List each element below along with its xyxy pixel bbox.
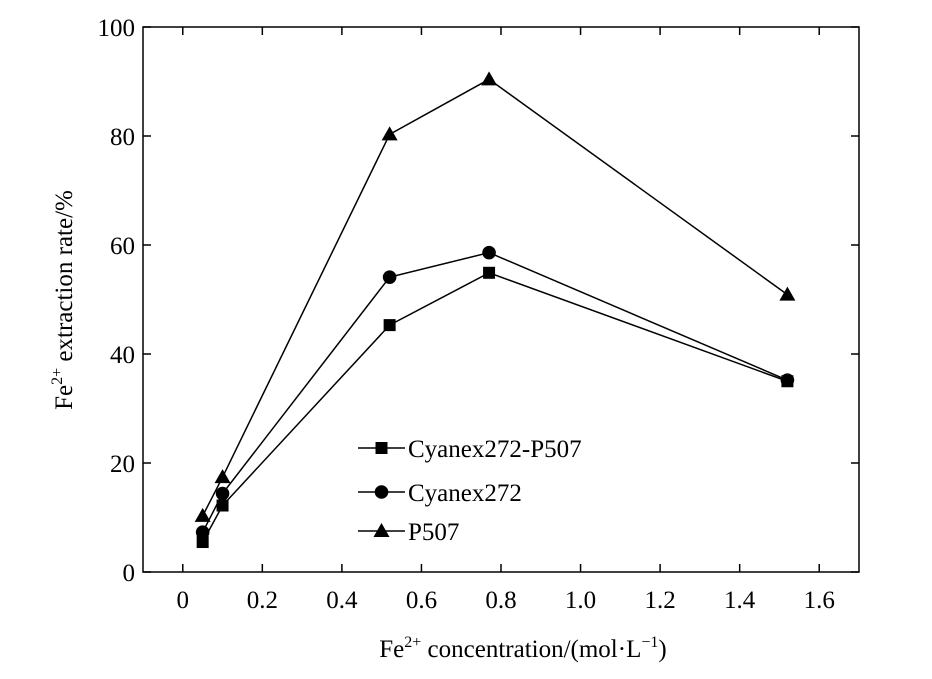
y-tick-label: 60	[110, 233, 135, 260]
x-tick-label: 1.4	[724, 587, 756, 614]
data-point-circle	[215, 486, 230, 501]
x-tick-label: 0	[177, 587, 190, 614]
x-tick-label: 0.2	[247, 587, 278, 614]
x-tick-label: 0.8	[485, 587, 516, 614]
data-point-triangle	[194, 507, 211, 522]
ticks: 0 0.2 0.4 0.6 0.8 1.0 1.2 1.4 1.6 0 20 40 60 80 100	[98, 15, 859, 614]
legend-marker-square	[375, 442, 388, 454]
data-point-square	[216, 499, 229, 512]
y-tick-label: 20	[110, 451, 135, 478]
x-axis-label: Fe2+ concentration/(mol·L−1)	[379, 634, 666, 663]
legend-label-cyanex272: Cyanex272	[408, 480, 522, 507]
data-point-triangle	[214, 469, 231, 484]
x-tick-label: 1.0	[565, 587, 596, 614]
y-tick-label: 80	[110, 124, 135, 151]
data-point-circle	[780, 373, 795, 387]
x-tick-label: 1.6	[804, 587, 835, 614]
x-tick-label: 1.2	[644, 587, 675, 614]
series-layer	[194, 71, 796, 549]
y-tick-label: 0	[123, 560, 136, 587]
data-point-square	[383, 319, 396, 332]
legend-label-p507: P507	[408, 519, 459, 546]
y-tick-label: 100	[98, 15, 136, 42]
legend: Cyanex272-P507 Cyanex272 P507	[358, 436, 582, 546]
y-axis-label: Fe2+ extraction rate/%	[49, 190, 78, 410]
legend-label-cyanex272-p507: Cyanex272-P507	[408, 436, 582, 463]
data-point-triangle	[381, 126, 398, 141]
data-point-triangle	[481, 71, 498, 86]
x-tick-label: 0.4	[326, 587, 358, 614]
data-point-circle	[482, 245, 496, 260]
data-point-square	[483, 266, 496, 279]
legend-marker-triangle	[373, 523, 390, 537]
legend-marker-circle	[374, 485, 389, 499]
data-point-circle	[195, 525, 210, 540]
data-point-square	[196, 536, 209, 549]
y-tick-label: 40	[110, 342, 135, 369]
data-point-triangle	[779, 286, 796, 301]
data-point-circle	[382, 270, 397, 284]
x-tick-label: 0.6	[406, 587, 437, 614]
